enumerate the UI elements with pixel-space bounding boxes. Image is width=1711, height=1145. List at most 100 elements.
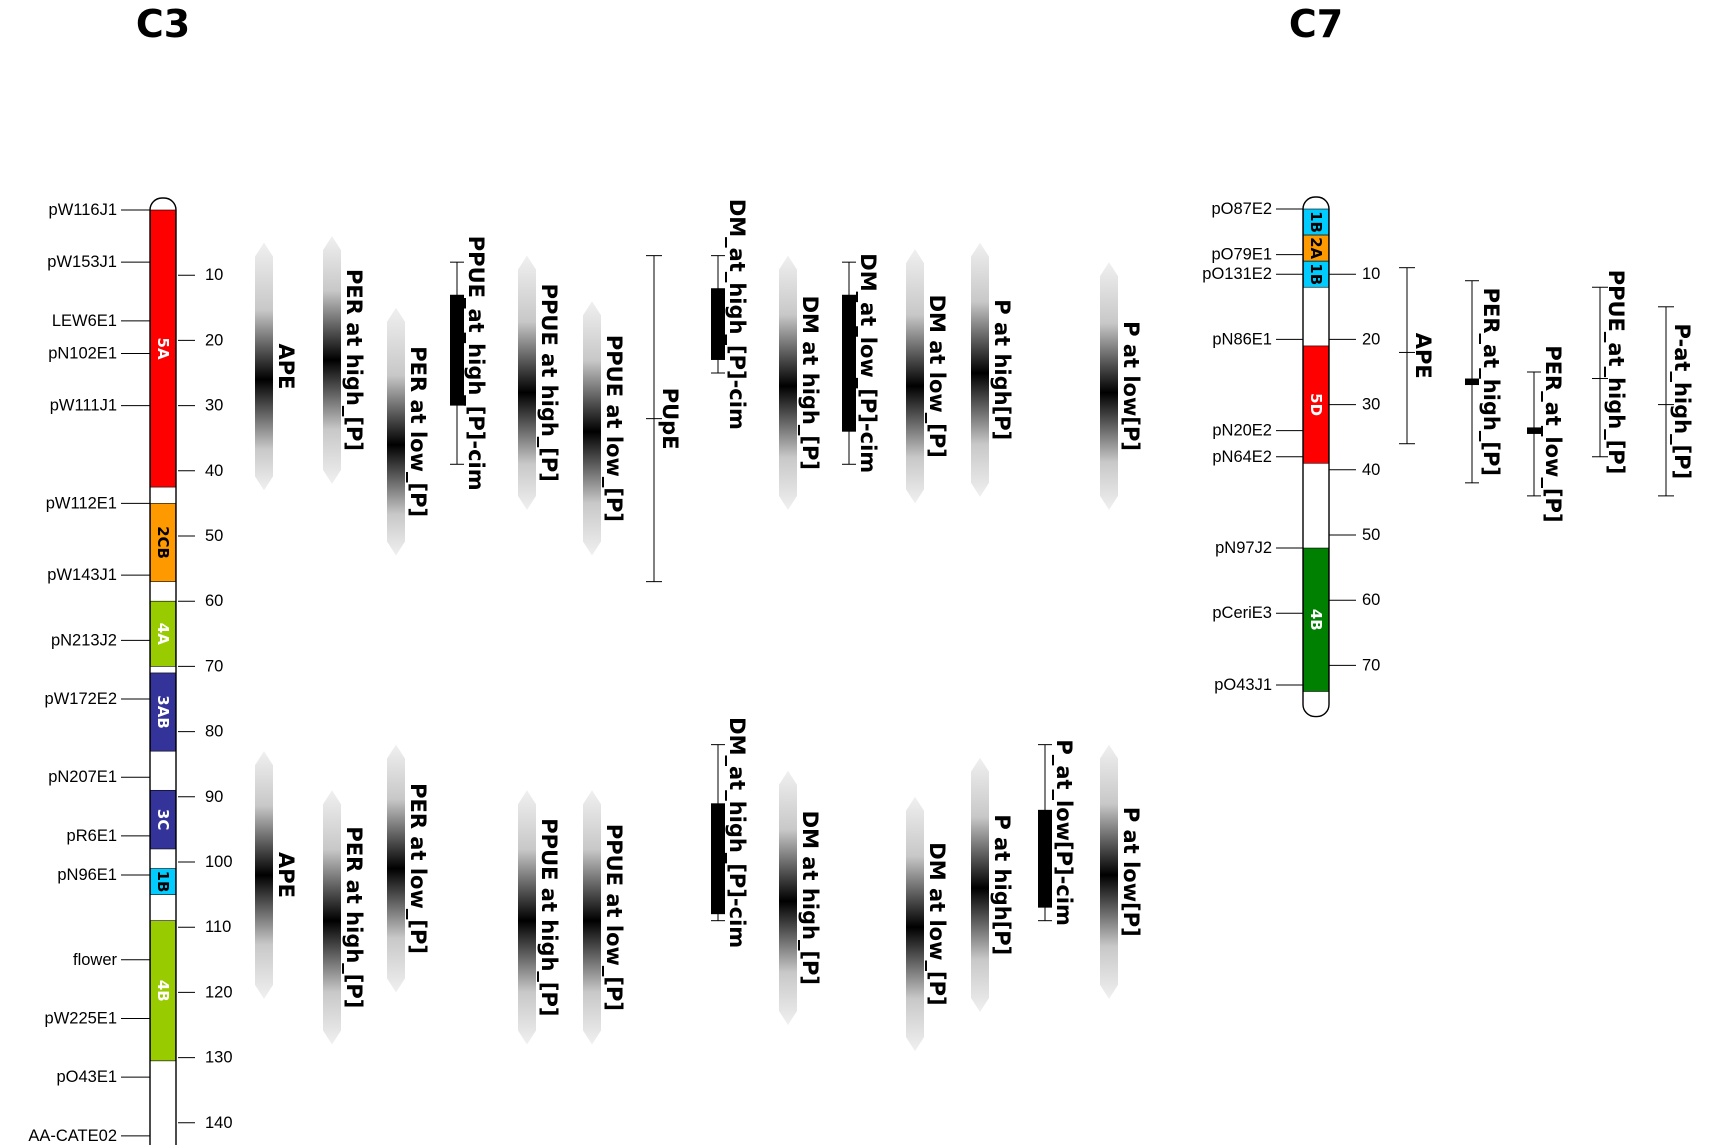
qtl-arrow [387,307,405,556]
marker-label: pN207E1 [48,768,117,786]
qtl-bar: PPUE_at_high_[P]-cim [450,236,488,491]
qtl-arrow [971,242,989,497]
qtl-arrow [518,790,536,1045]
chromosome-c3: 5A 2CB 4A 3AB 3C 1B 4B pW116J1 pW153J1 LEW6E1 pN10… [28,197,1143,1145]
synteny-block [150,920,176,1062]
synteny-block-label: 4B [1307,609,1325,631]
synteny-block [150,503,176,582]
marker-label: pW112E1 [46,494,117,512]
synteny-block [1303,345,1329,464]
synteny-block [1303,547,1329,692]
qtl-label: DM_at_low_[P]-cim [856,253,880,473]
synteny-block [150,672,176,752]
scale-tick-label: 100 [205,853,233,871]
qtl-bar: PER_at_low_[P] [1527,345,1565,523]
synteny-block [150,868,176,895]
qtl-bar: PER_at_high_[P] [1465,280,1503,484]
marker-label: pO79E1 [1211,246,1272,264]
qtl-gradient: DM at high_[P] [779,770,822,1025]
qtl-line: P-at_high_[P] [1658,306,1694,497]
qtl-gradient: P at high[P] [971,242,1014,497]
synteny-block [150,600,176,667]
qtl-label: P at high[P] [990,814,1014,955]
synteny-block-label: 1B [1307,263,1325,285]
scale-tick-label: 120 [205,983,233,1001]
qtl-label: PPUE at high_[P] [537,284,561,482]
qtl-gradient: PER at high_[P] [323,236,366,484]
qtl-arrow [971,757,989,1012]
synteny-block-label: 2A [1307,237,1325,259]
synteny-block-label: 1B [154,871,172,893]
scale-tick-label: 30 [1362,396,1380,414]
marker-label: pN20E2 [1212,422,1272,440]
synteny-block [150,209,176,488]
qtl-arrow [583,301,601,556]
synteny-block [1303,260,1329,288]
synteny-block-label: 3C [154,809,172,830]
qtl-arrow [323,790,341,1045]
qtl-arrow [387,744,405,993]
synteny-block-label: 5D [1307,393,1325,416]
synteny-block-label: 1B [1307,211,1325,233]
marker-label: AA-CATE02 [28,1127,117,1145]
qtl-label: DM_at_high_[P]-cim [725,717,749,948]
marker-label: pW153J1 [47,253,117,271]
scale-tick-label: 60 [1362,591,1380,609]
qtl-arrow [906,249,924,504]
qtl-label: PPUE_at_high_[P]-cim [464,236,488,491]
scale-tick-label: 130 [205,1049,233,1067]
synteny-block [1303,208,1329,236]
qtl-label: PER at high_[P] [342,826,366,1008]
marker-label: LEW6E1 [52,312,117,330]
qtl-label: PPUE at low_[P] [602,335,626,522]
chromosome-title-c7: C7 [1289,2,1343,46]
qtl-bar: DM_at_low_[P]-cim [842,253,880,473]
qtl-label: PER_at_low_[P] [1541,345,1565,522]
marker-label: pO131E2 [1202,265,1272,283]
qtl-arrow [779,255,797,510]
synteny-block-label: 3AB [154,695,172,728]
qtl-gradient: P at low[P] [1100,744,1143,999]
qtl-gradient: P at high[P] [971,757,1014,1012]
qtl-bar: P_at_low[P]-cim [1038,739,1076,926]
qtl-label: PER at low_[P] [406,783,430,954]
qtl-gradient: APE [255,751,298,999]
qtl-arrow [255,751,273,999]
qtl-label: PPUE at low_[P] [602,824,626,1011]
scale-tick-label: 40 [1362,461,1380,479]
synteny-block-label: 2CB [154,526,172,559]
scale-tick-label: 10 [1362,265,1380,283]
qtl-label: PER at low_[P] [406,346,430,517]
qtl-label: APE [1411,333,1435,379]
qtl-gradient: PPUE at high_[P] [518,255,561,510]
qtl-label: P at low[P] [1119,321,1143,451]
scale-tick-label: 50 [205,527,223,545]
marker-label: pN102E1 [48,344,117,362]
qtl-bar [1465,378,1479,386]
marker-label: pCeriE3 [1212,604,1272,622]
qtl-gradient: PPUE at low_[P] [583,301,626,556]
qtl-bar [450,294,464,406]
qtl-label: DM at high_[P] [798,296,822,470]
marker-label: pO43E1 [56,1068,117,1086]
qtl-bar [1527,427,1541,434]
qtl-label: P at high[P] [990,299,1014,440]
marker-label: pW116J1 [49,201,117,219]
qtl-label: P at low[P] [1119,807,1143,937]
qtl-line: PPUE_at_high_[P] [1592,270,1628,474]
scale-tick-label: 20 [1362,330,1380,348]
qtl-gradient: DM at high_[P] [779,255,822,510]
qtl-bar: DM_at_high_[P]-cim [711,199,749,430]
marker-label: pR6E1 [67,827,117,845]
marker-label: pN96E1 [57,866,117,884]
synteny-block-label: 4A [154,623,172,645]
qtl-gradient: PPUE at low_[P] [583,790,626,1045]
qtl-label: DM at high_[P] [798,811,822,985]
synteny-block-label: 5A [154,338,172,360]
qtl-bar [711,803,725,915]
qtl-gradient: PER at low_[P] [387,744,430,993]
marker-label: pN64E2 [1212,448,1272,466]
scale-tick-label: 40 [205,462,223,480]
